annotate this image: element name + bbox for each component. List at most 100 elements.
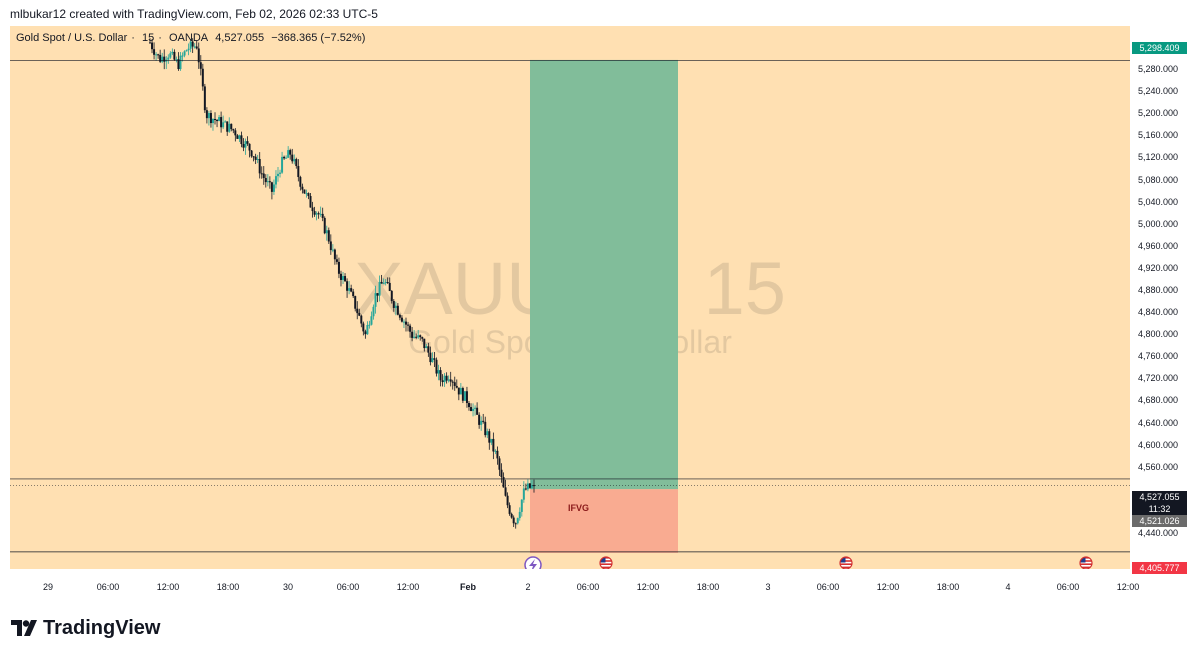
candle-body — [482, 420, 485, 422]
candle-body — [216, 120, 219, 122]
candle-body — [358, 312, 361, 316]
tradingview-logo[interactable]: TradingView — [11, 616, 160, 640]
candle-body — [382, 283, 385, 285]
candle-body — [155, 54, 158, 56]
chart-pane[interactable]: XAUUSD, 15 Gold Spot / U.S. Dollar IFVG … — [10, 26, 1130, 569]
candle-body — [498, 458, 501, 470]
candle-body — [407, 324, 410, 326]
symbol-interval: 15 — [142, 32, 155, 44]
candle-body — [476, 407, 479, 415]
candle-body — [272, 184, 275, 192]
candle-body — [354, 296, 357, 309]
candle-body — [315, 213, 318, 215]
candle-body — [159, 54, 162, 62]
candle-body — [500, 469, 503, 478]
us-flag-event-icon[interactable] — [839, 556, 853, 569]
symbol-legend: Gold Spot / U.S. Dollar · 15 · OANDA 4,527… — [16, 32, 366, 44]
candle-body — [232, 129, 235, 131]
candle-body — [256, 158, 259, 160]
candle-body — [179, 55, 182, 70]
time-tick: 12:00 — [396, 582, 420, 592]
candle-body — [157, 54, 160, 56]
candle-body — [209, 112, 212, 124]
candle-body — [230, 123, 233, 130]
candle-body — [439, 370, 442, 381]
candle-body — [488, 431, 491, 443]
candle-body — [461, 388, 464, 401]
candle-body — [218, 117, 221, 122]
time-tick: 12:00 — [156, 582, 180, 592]
candle-body — [465, 391, 468, 404]
candle-body — [368, 324, 371, 326]
candle-body — [289, 150, 292, 155]
candle-body — [191, 41, 194, 47]
loss-zone[interactable] — [530, 489, 678, 553]
candle-body — [307, 193, 310, 197]
candle-body — [177, 59, 180, 70]
candle-body — [478, 414, 481, 425]
candle-body — [211, 118, 214, 124]
candle-body — [394, 305, 397, 308]
candle-body — [502, 477, 505, 488]
candle-body — [258, 158, 261, 174]
candle-body — [520, 499, 523, 512]
candle-body — [327, 230, 330, 242]
candle-body — [514, 523, 517, 525]
candle-body — [492, 438, 495, 452]
candle-body — [285, 157, 288, 159]
candle-body — [405, 321, 407, 325]
candle-body — [472, 408, 475, 411]
price-tick: 4,440.000 — [1138, 528, 1179, 538]
candle-body — [356, 308, 359, 313]
candle-body — [350, 288, 353, 292]
candle-body — [344, 276, 347, 282]
candle-body — [411, 331, 414, 338]
time-tick: Feb — [459, 582, 477, 592]
candle-body — [325, 230, 328, 234]
candle-body — [455, 385, 458, 388]
candle-body — [291, 154, 294, 162]
time-axis[interactable]: 29 06:00 12:00 18:00 30 06:00 12:00 Feb 2 06:00 12… — [10, 569, 1139, 607]
candle-body — [526, 483, 529, 490]
candle-body — [372, 306, 375, 317]
candle-body — [303, 189, 306, 194]
candle-body — [419, 335, 422, 338]
candle-body — [530, 485, 533, 488]
candle-body — [339, 273, 342, 280]
price-tick: 4,560.000 — [1138, 461, 1179, 472]
candle-body — [425, 346, 428, 349]
candle-body — [415, 336, 418, 338]
price-tick: 5,000.000 — [1138, 218, 1179, 229]
candle-body — [295, 159, 298, 167]
candle-body — [524, 488, 527, 490]
us-flag-event-icon[interactable] — [1079, 556, 1093, 569]
candle-body — [279, 172, 282, 174]
profit-zone[interactable] — [530, 59, 678, 490]
lightning-icon[interactable] — [524, 556, 542, 569]
candle-body — [161, 56, 164, 62]
chart-canvas[interactable]: IFVG — [10, 26, 1130, 569]
countdown-label: 11:32 — [1132, 503, 1187, 515]
candle-body — [333, 249, 336, 260]
candle-body — [409, 325, 412, 332]
price-axis[interactable]: 5,320.0005,280.0005,240.0005,200.0005,16… — [1130, 26, 1199, 574]
candle-body — [309, 196, 312, 208]
us-flag-event-icon[interactable] — [599, 556, 613, 569]
candle-body — [240, 135, 243, 145]
candle-body — [447, 379, 450, 381]
time-tick: 12:00 — [1116, 582, 1140, 592]
candle-body — [260, 173, 263, 175]
candle-body — [305, 193, 308, 195]
candle-body — [398, 314, 401, 318]
candle-body — [335, 259, 338, 262]
time-tick: 29 — [42, 582, 54, 592]
candle-body — [528, 483, 531, 488]
candle-body — [317, 213, 320, 215]
candle-body — [193, 46, 196, 48]
current-price-label: 4,527.055 — [1132, 491, 1187, 503]
ifvg-label: IFVG — [568, 503, 589, 513]
candlestick-series — [149, 38, 535, 529]
candle-body — [386, 281, 389, 283]
candle-body — [449, 379, 452, 382]
candle-body — [400, 317, 403, 322]
